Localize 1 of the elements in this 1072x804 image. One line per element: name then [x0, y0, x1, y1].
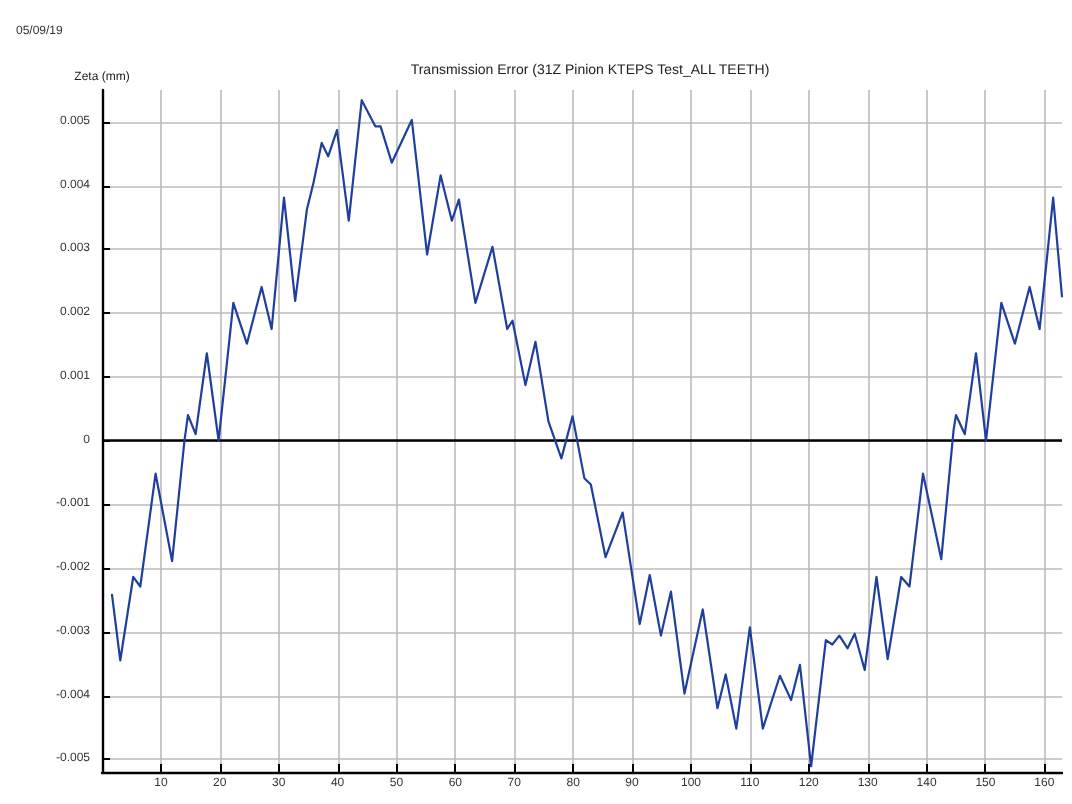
line-series: [110, 99, 1064, 768]
